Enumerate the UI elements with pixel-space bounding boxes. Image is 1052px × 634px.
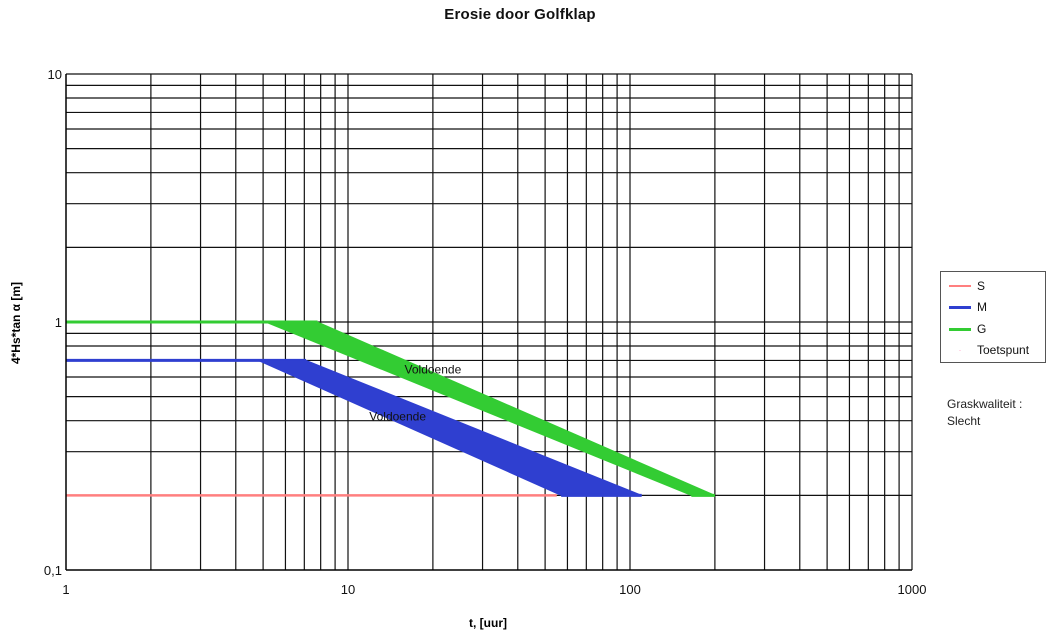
x-tick-label: 100 <box>619 582 641 597</box>
legend-entry-m: M <box>949 299 987 315</box>
legend-label-toetspunt: Toetspunt <box>977 343 1030 357</box>
band-annotation: Voldoende <box>369 410 426 424</box>
legend-swatch-m <box>949 305 971 309</box>
y-tick-label: 1 <box>55 315 62 330</box>
note-line-2: Slecht <box>947 414 981 428</box>
chart-marks <box>66 320 716 497</box>
legend-entry-g: G <box>949 321 986 337</box>
legend-swatch-s <box>949 285 971 287</box>
grass-quality-note: Graskwaliteit : Slecht <box>947 396 1022 430</box>
y-axis-label: 4*Hs*tan α [m] <box>9 282 23 364</box>
x-axis-label: t, [uur] <box>469 616 507 630</box>
legend-label-s: S <box>977 279 986 293</box>
annotations: Voldoende Voldoende <box>369 362 461 423</box>
legend-swatch-g <box>949 327 971 331</box>
x-tick-label: 1 <box>62 582 69 597</box>
legend-entry-s: S <box>949 278 985 294</box>
y-tick-label: 0,1 <box>44 563 62 578</box>
axes <box>65 74 912 571</box>
series-g-band <box>265 321 716 496</box>
legend-entry-toetspunt: · Toetspunt <box>949 342 1030 358</box>
x-tick-label: 1000 <box>898 582 927 597</box>
legend-label-m: M <box>977 300 987 314</box>
chart-title: Erosie door Golfklap <box>444 6 596 23</box>
legend-label-g: G <box>977 322 987 336</box>
legend: S M G · Toetspunt <box>940 271 1046 363</box>
x-tick-label: 10 <box>341 582 355 597</box>
band-annotation: Voldoende <box>405 362 462 376</box>
legend-marker-toetspunt: · <box>958 344 962 355</box>
y-tick-label: 10 <box>48 67 62 82</box>
note-line-1: Graskwaliteit : <box>947 397 1023 411</box>
